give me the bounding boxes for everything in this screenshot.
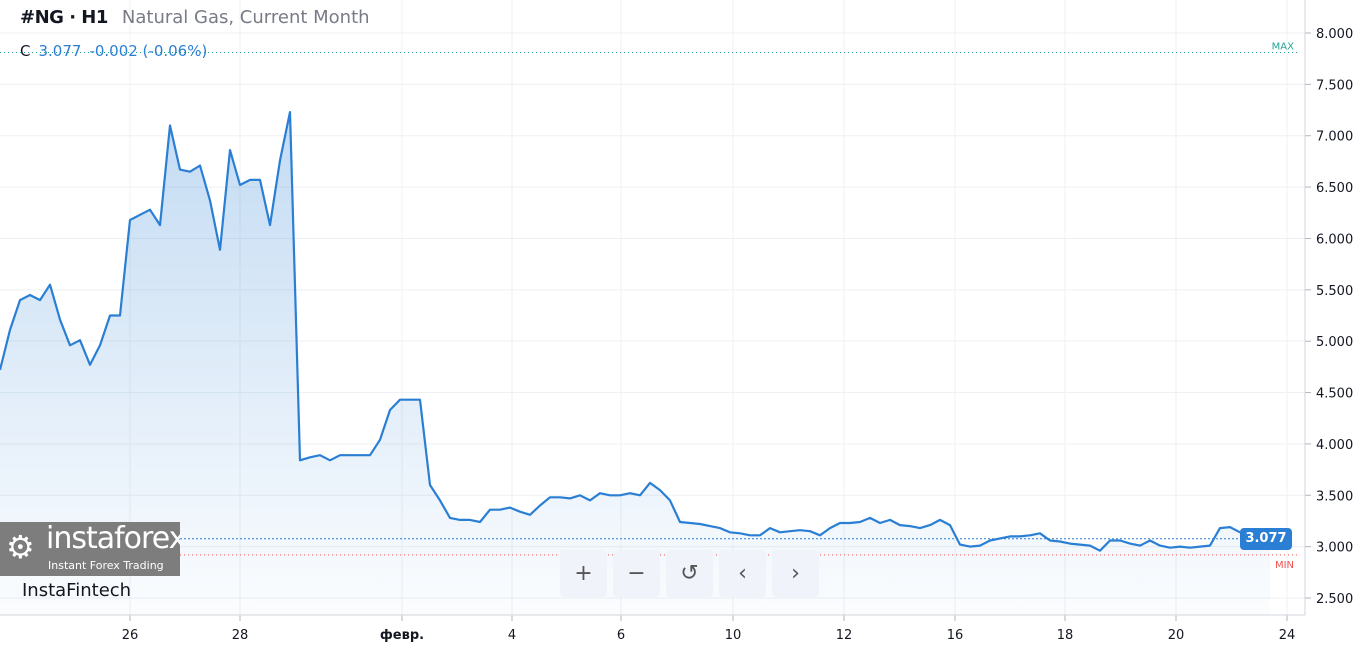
- y-tick-label: 5.500: [1316, 284, 1353, 299]
- x-tick-label: 26: [122, 628, 139, 643]
- zoom-out-button[interactable]: −: [613, 550, 660, 597]
- x-tick-label: 6: [617, 628, 625, 643]
- reset-button[interactable]: ↺: [666, 550, 713, 597]
- y-tick-label: 6.500: [1316, 181, 1353, 196]
- x-tick-label: 10: [725, 628, 742, 643]
- x-tick-label: февр.: [380, 628, 424, 643]
- gear-icon: ⚙: [6, 528, 35, 566]
- x-tick-label: 12: [836, 628, 853, 643]
- instrument-name: Natural Gas, Current Month: [121, 7, 370, 28]
- x-tick-label: 28: [232, 628, 249, 643]
- x-tick-label: 16: [947, 628, 964, 643]
- scroll-left-button[interactable]: ‹: [719, 550, 766, 597]
- chart-header: #NG · H1 Natural Gas, Current Month: [20, 7, 370, 28]
- min-label: MIN: [1275, 560, 1294, 571]
- y-tick-label: 3.500: [1316, 489, 1353, 504]
- close-value: 3.077: [38, 42, 82, 60]
- x-tick-label: 24: [1279, 628, 1296, 643]
- y-tick-label: 4.500: [1316, 387, 1353, 402]
- symbol-title: #NG · H1: [20, 7, 108, 28]
- y-tick-label: 3.000: [1316, 541, 1353, 556]
- change-value: -0.002 (-0.06%): [89, 42, 208, 60]
- y-tick-label: 5.000: [1316, 335, 1353, 350]
- chart-navigation: + − ↺ ‹ ›: [560, 550, 819, 597]
- logo-tagline: Instant Forex Trading: [48, 559, 164, 572]
- last-price-tag: 3.077: [1240, 527, 1292, 550]
- reset-icon: ↺: [680, 561, 699, 586]
- chevron-left-icon: ‹: [738, 561, 747, 586]
- plus-icon: +: [574, 561, 593, 586]
- y-tick-label: 7.000: [1316, 130, 1353, 145]
- max-label: MAX: [1272, 42, 1294, 53]
- chevron-right-icon: ›: [791, 561, 800, 586]
- y-tick-label: 6.000: [1316, 232, 1353, 247]
- x-tick-label: 20: [1168, 628, 1185, 643]
- y-tick-label: 8.000: [1316, 27, 1353, 42]
- y-tick-label: 2.500: [1316, 592, 1353, 607]
- y-tick-label: 4.000: [1316, 438, 1353, 453]
- x-tick-label: 18: [1057, 628, 1074, 643]
- x-tick-label: 4: [508, 628, 516, 643]
- instaforex-logo: ⚙ instaforex Instant Forex Trading: [0, 522, 180, 576]
- brand-watermark: InstaFintech: [22, 580, 132, 601]
- logo-text: instaforex: [46, 522, 180, 556]
- price-line: [0, 111, 1271, 552]
- price-area: [0, 112, 1270, 615]
- zoom-in-button[interactable]: +: [560, 550, 607, 597]
- scroll-right-button[interactable]: ›: [772, 550, 819, 597]
- minus-icon: −: [627, 561, 646, 586]
- y-tick-label: 7.500: [1316, 78, 1353, 93]
- close-label: C: [20, 42, 31, 60]
- quote-line: C 3.077 -0.002 (-0.06%): [20, 42, 207, 60]
